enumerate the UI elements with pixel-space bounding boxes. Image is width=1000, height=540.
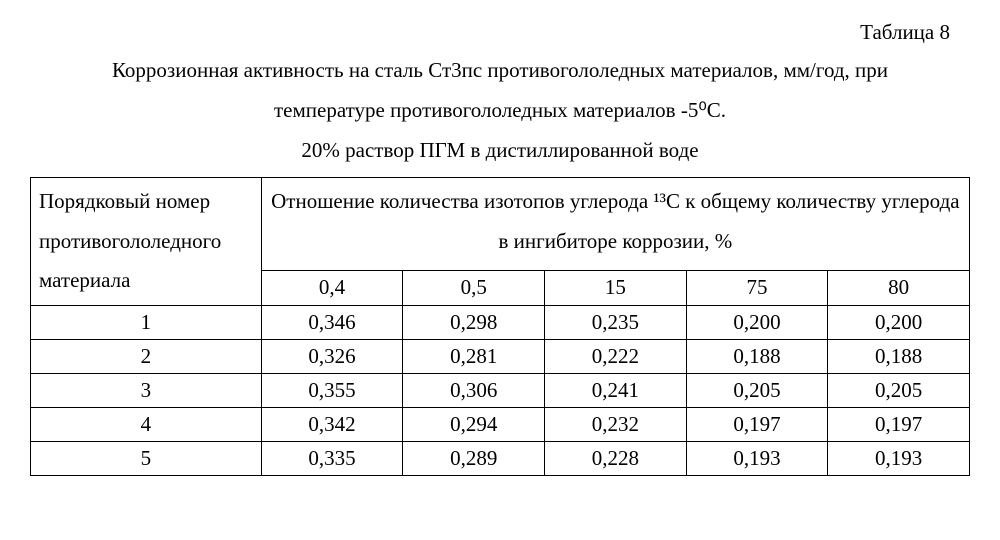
- title-line-2: температуре противогололедных материалов…: [30, 91, 970, 131]
- cell-value: 0,298: [403, 306, 545, 340]
- cell-value: 0,222: [545, 340, 687, 374]
- table-row: 4 0,342 0,294 0,232 0,197 0,197: [31, 408, 970, 442]
- cell-value: 0,205: [686, 374, 828, 408]
- cell-value: 0,200: [686, 306, 828, 340]
- cell-value: 0,342: [261, 408, 403, 442]
- cell-value: 0,188: [686, 340, 828, 374]
- row-index: 3: [31, 374, 262, 408]
- col-header-3: 75: [686, 270, 828, 306]
- cell-value: 0,335: [261, 442, 403, 476]
- cell-value: 0,205: [828, 374, 970, 408]
- cell-value: 0,289: [403, 442, 545, 476]
- row-index: 1: [31, 306, 262, 340]
- cell-value: 0,355: [261, 374, 403, 408]
- table-row: 5 0,335 0,289 0,228 0,193 0,193: [31, 442, 970, 476]
- cell-value: 0,197: [828, 408, 970, 442]
- row-index: 4: [31, 408, 262, 442]
- data-table: Порядковый номер противогололедного мате…: [30, 177, 970, 477]
- title-line-1: Коррозионная активность на сталь Ст3пс п…: [30, 51, 970, 91]
- col-header-0: 0,4: [261, 270, 403, 306]
- cell-value: 0,228: [545, 442, 687, 476]
- table-header-row-1: Порядковый номер противогололедного мате…: [31, 177, 970, 270]
- cell-value: 0,306: [403, 374, 545, 408]
- cell-value: 0,346: [261, 306, 403, 340]
- col-header-4: 80: [828, 270, 970, 306]
- cell-value: 0,281: [403, 340, 545, 374]
- row-header-label: Порядковый номер противогололедного мате…: [31, 177, 262, 306]
- cell-value: 0,200: [828, 306, 970, 340]
- table-caption-number: Таблица 8: [30, 20, 970, 45]
- cell-value: 0,235: [545, 306, 687, 340]
- col-header-2: 15: [545, 270, 687, 306]
- cell-value: 0,188: [828, 340, 970, 374]
- title-line-3: 20% раствор ПГМ в дистиллированной воде: [30, 131, 970, 171]
- cell-value: 0,197: [686, 408, 828, 442]
- row-index: 2: [31, 340, 262, 374]
- cell-value: 0,193: [686, 442, 828, 476]
- table-row: 3 0,355 0,306 0,241 0,205 0,205: [31, 374, 970, 408]
- cell-value: 0,294: [403, 408, 545, 442]
- table-row: 2 0,326 0,281 0,222 0,188 0,188: [31, 340, 970, 374]
- cell-value: 0,241: [545, 374, 687, 408]
- col-header-1: 0,5: [403, 270, 545, 306]
- table-row: 1 0,346 0,298 0,235 0,200 0,200: [31, 306, 970, 340]
- row-index: 5: [31, 442, 262, 476]
- span-header-label: Отношение количества изотопов углерода ¹…: [261, 177, 969, 270]
- cell-value: 0,193: [828, 442, 970, 476]
- cell-value: 0,232: [545, 408, 687, 442]
- cell-value: 0,326: [261, 340, 403, 374]
